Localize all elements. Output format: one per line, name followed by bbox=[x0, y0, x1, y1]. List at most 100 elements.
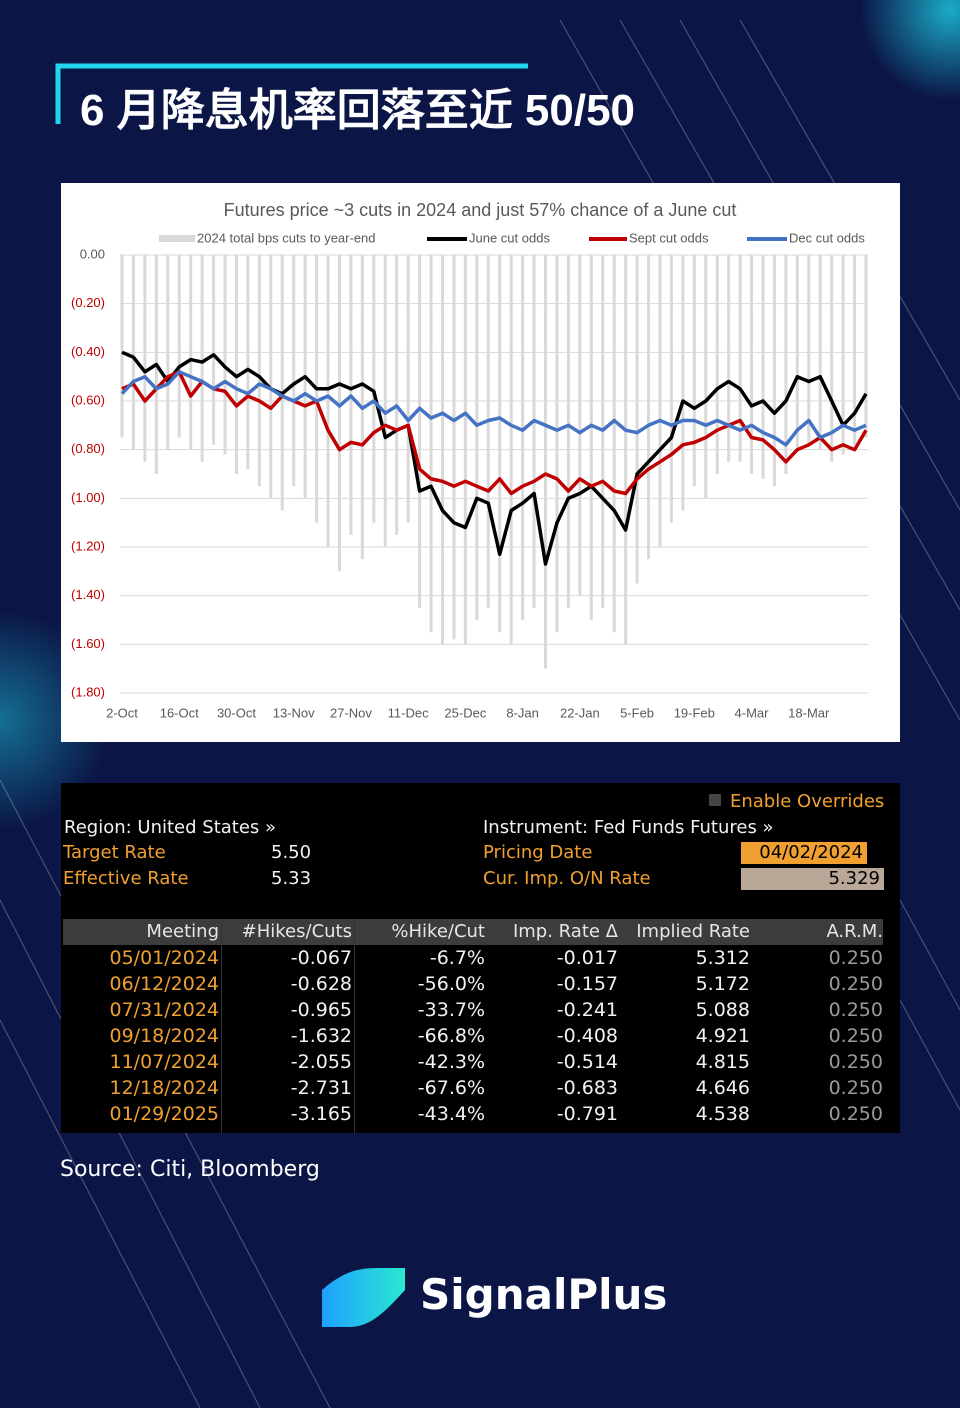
legend-label: Sept cut odds bbox=[629, 230, 709, 245]
bar bbox=[681, 255, 685, 511]
x-tick-label: 5-Feb bbox=[620, 705, 654, 720]
bar bbox=[429, 255, 433, 633]
bar bbox=[246, 255, 250, 470]
legend-label: 2024 total bps cuts to year-end bbox=[197, 230, 376, 245]
table-cell: -0.628 bbox=[290, 973, 352, 995]
bar bbox=[841, 255, 845, 455]
bar bbox=[624, 255, 628, 645]
table-cell: 0.250 bbox=[828, 999, 883, 1021]
bar bbox=[818, 255, 822, 450]
logo bbox=[322, 1268, 405, 1327]
bar bbox=[223, 255, 227, 455]
bar bbox=[475, 255, 479, 620]
bar bbox=[772, 255, 776, 487]
bar bbox=[383, 255, 387, 547]
y-tick-label: (1.80) bbox=[71, 684, 105, 699]
table-cell: -0.791 bbox=[556, 1103, 618, 1125]
bar bbox=[189, 255, 193, 450]
bar bbox=[406, 255, 410, 523]
table-cell: -6.7% bbox=[429, 947, 485, 969]
table-cell: 4.646 bbox=[695, 1077, 750, 1099]
bar bbox=[509, 255, 513, 645]
table-cell: -42.3% bbox=[417, 1051, 485, 1073]
x-tick-label: 2-Oct bbox=[106, 705, 138, 720]
table-cell: 5.312 bbox=[695, 947, 750, 969]
x-tick-label: 13-Nov bbox=[273, 705, 315, 720]
value: 5.33 bbox=[271, 868, 312, 889]
region: Region: United States » bbox=[64, 817, 277, 838]
table-cell: 07/31/2024 bbox=[109, 999, 219, 1021]
bar bbox=[498, 255, 502, 633]
bar bbox=[257, 255, 261, 487]
bar bbox=[704, 255, 708, 499]
y-tick-label: (0.80) bbox=[71, 441, 105, 456]
column-header: Meeting bbox=[146, 921, 219, 942]
bar bbox=[395, 255, 399, 535]
line bbox=[121, 350, 868, 566]
table-cell: 5.088 bbox=[695, 999, 750, 1021]
bar bbox=[143, 255, 147, 462]
column-header: %Hike/Cut bbox=[391, 921, 485, 942]
bar bbox=[647, 255, 651, 560]
table-cell: 5.172 bbox=[695, 973, 750, 995]
x-tick-label: 30-Oct bbox=[217, 705, 256, 720]
bar bbox=[326, 255, 330, 547]
bloomberg-panel: Enable Overrides Region: United States »… bbox=[61, 783, 900, 1133]
table-cell: -0.408 bbox=[556, 1025, 618, 1047]
table-cell: -3.165 bbox=[290, 1103, 352, 1125]
bar bbox=[280, 255, 284, 511]
line bbox=[121, 370, 868, 496]
bar bbox=[830, 255, 834, 462]
table-cell: -1.632 bbox=[290, 1025, 352, 1047]
table-cell: 12/18/2024 bbox=[109, 1077, 219, 1099]
table-cell: 0.250 bbox=[828, 1025, 883, 1047]
bar bbox=[853, 255, 857, 445]
legend-label: Dec cut odds bbox=[789, 230, 865, 245]
bar bbox=[658, 255, 662, 547]
table-cell: 06/12/2024 bbox=[109, 973, 219, 995]
table-cell: -67.6% bbox=[417, 1077, 485, 1099]
date-field[interactable]: 04/02/2024 bbox=[741, 842, 867, 864]
y-tick-label: (0.40) bbox=[71, 344, 105, 359]
table-cell: 11/07/2024 bbox=[109, 1051, 219, 1073]
x-tick-label: 8-Jan bbox=[506, 705, 539, 720]
table: Meeting #Hikes/Cuts %Hike/Cut Imp. Rate Δ Im… bbox=[61, 919, 900, 1133]
column-divider bbox=[354, 919, 355, 1133]
x-tick-label: 25-Dec bbox=[444, 705, 486, 720]
label: Target Rate bbox=[63, 842, 166, 863]
chart: Futures price ~3 cuts in 2024 and just 5… bbox=[61, 183, 900, 742]
table-cell: -0.241 bbox=[556, 999, 618, 1021]
bar bbox=[337, 255, 341, 572]
bar bbox=[589, 255, 593, 620]
column-header: A.R.M. bbox=[826, 921, 883, 942]
table-cell: -66.8% bbox=[417, 1025, 485, 1047]
label: Cur. Imp. O/N Rate bbox=[483, 868, 651, 889]
table-cell: -0.514 bbox=[556, 1051, 618, 1073]
table-cell: -0.017 bbox=[556, 947, 618, 969]
bar bbox=[715, 255, 719, 474]
bar bbox=[521, 255, 525, 620]
line bbox=[120, 370, 867, 447]
bar bbox=[177, 255, 181, 438]
x-tick-label: 27-Nov bbox=[330, 705, 372, 720]
table-cell: 0.250 bbox=[828, 1051, 883, 1073]
bar bbox=[212, 255, 216, 445]
table-cell: 0.250 bbox=[828, 1103, 883, 1125]
table-cell: 0.250 bbox=[828, 1077, 883, 1099]
table-cell: 01/29/2025 bbox=[109, 1103, 219, 1125]
table-cell: 4.921 bbox=[695, 1025, 750, 1047]
bar bbox=[463, 255, 467, 645]
bar bbox=[864, 255, 868, 438]
y-tick-label: (1.20) bbox=[71, 538, 105, 553]
x-tick-label: 18-Mar bbox=[788, 705, 830, 720]
table-cell: -0.683 bbox=[556, 1077, 618, 1099]
x-tick-label: 22-Jan bbox=[560, 705, 600, 720]
table-cell: -43.4% bbox=[417, 1103, 485, 1125]
bar bbox=[738, 255, 742, 462]
page-title: 6 月降息机率回落至近 50/50 bbox=[80, 86, 636, 135]
y-tick-label: (0.20) bbox=[71, 295, 105, 310]
bar bbox=[612, 255, 616, 633]
source: Source: Citi, Bloomberg bbox=[60, 1157, 320, 1182]
table-cell: 05/01/2024 bbox=[109, 947, 219, 969]
